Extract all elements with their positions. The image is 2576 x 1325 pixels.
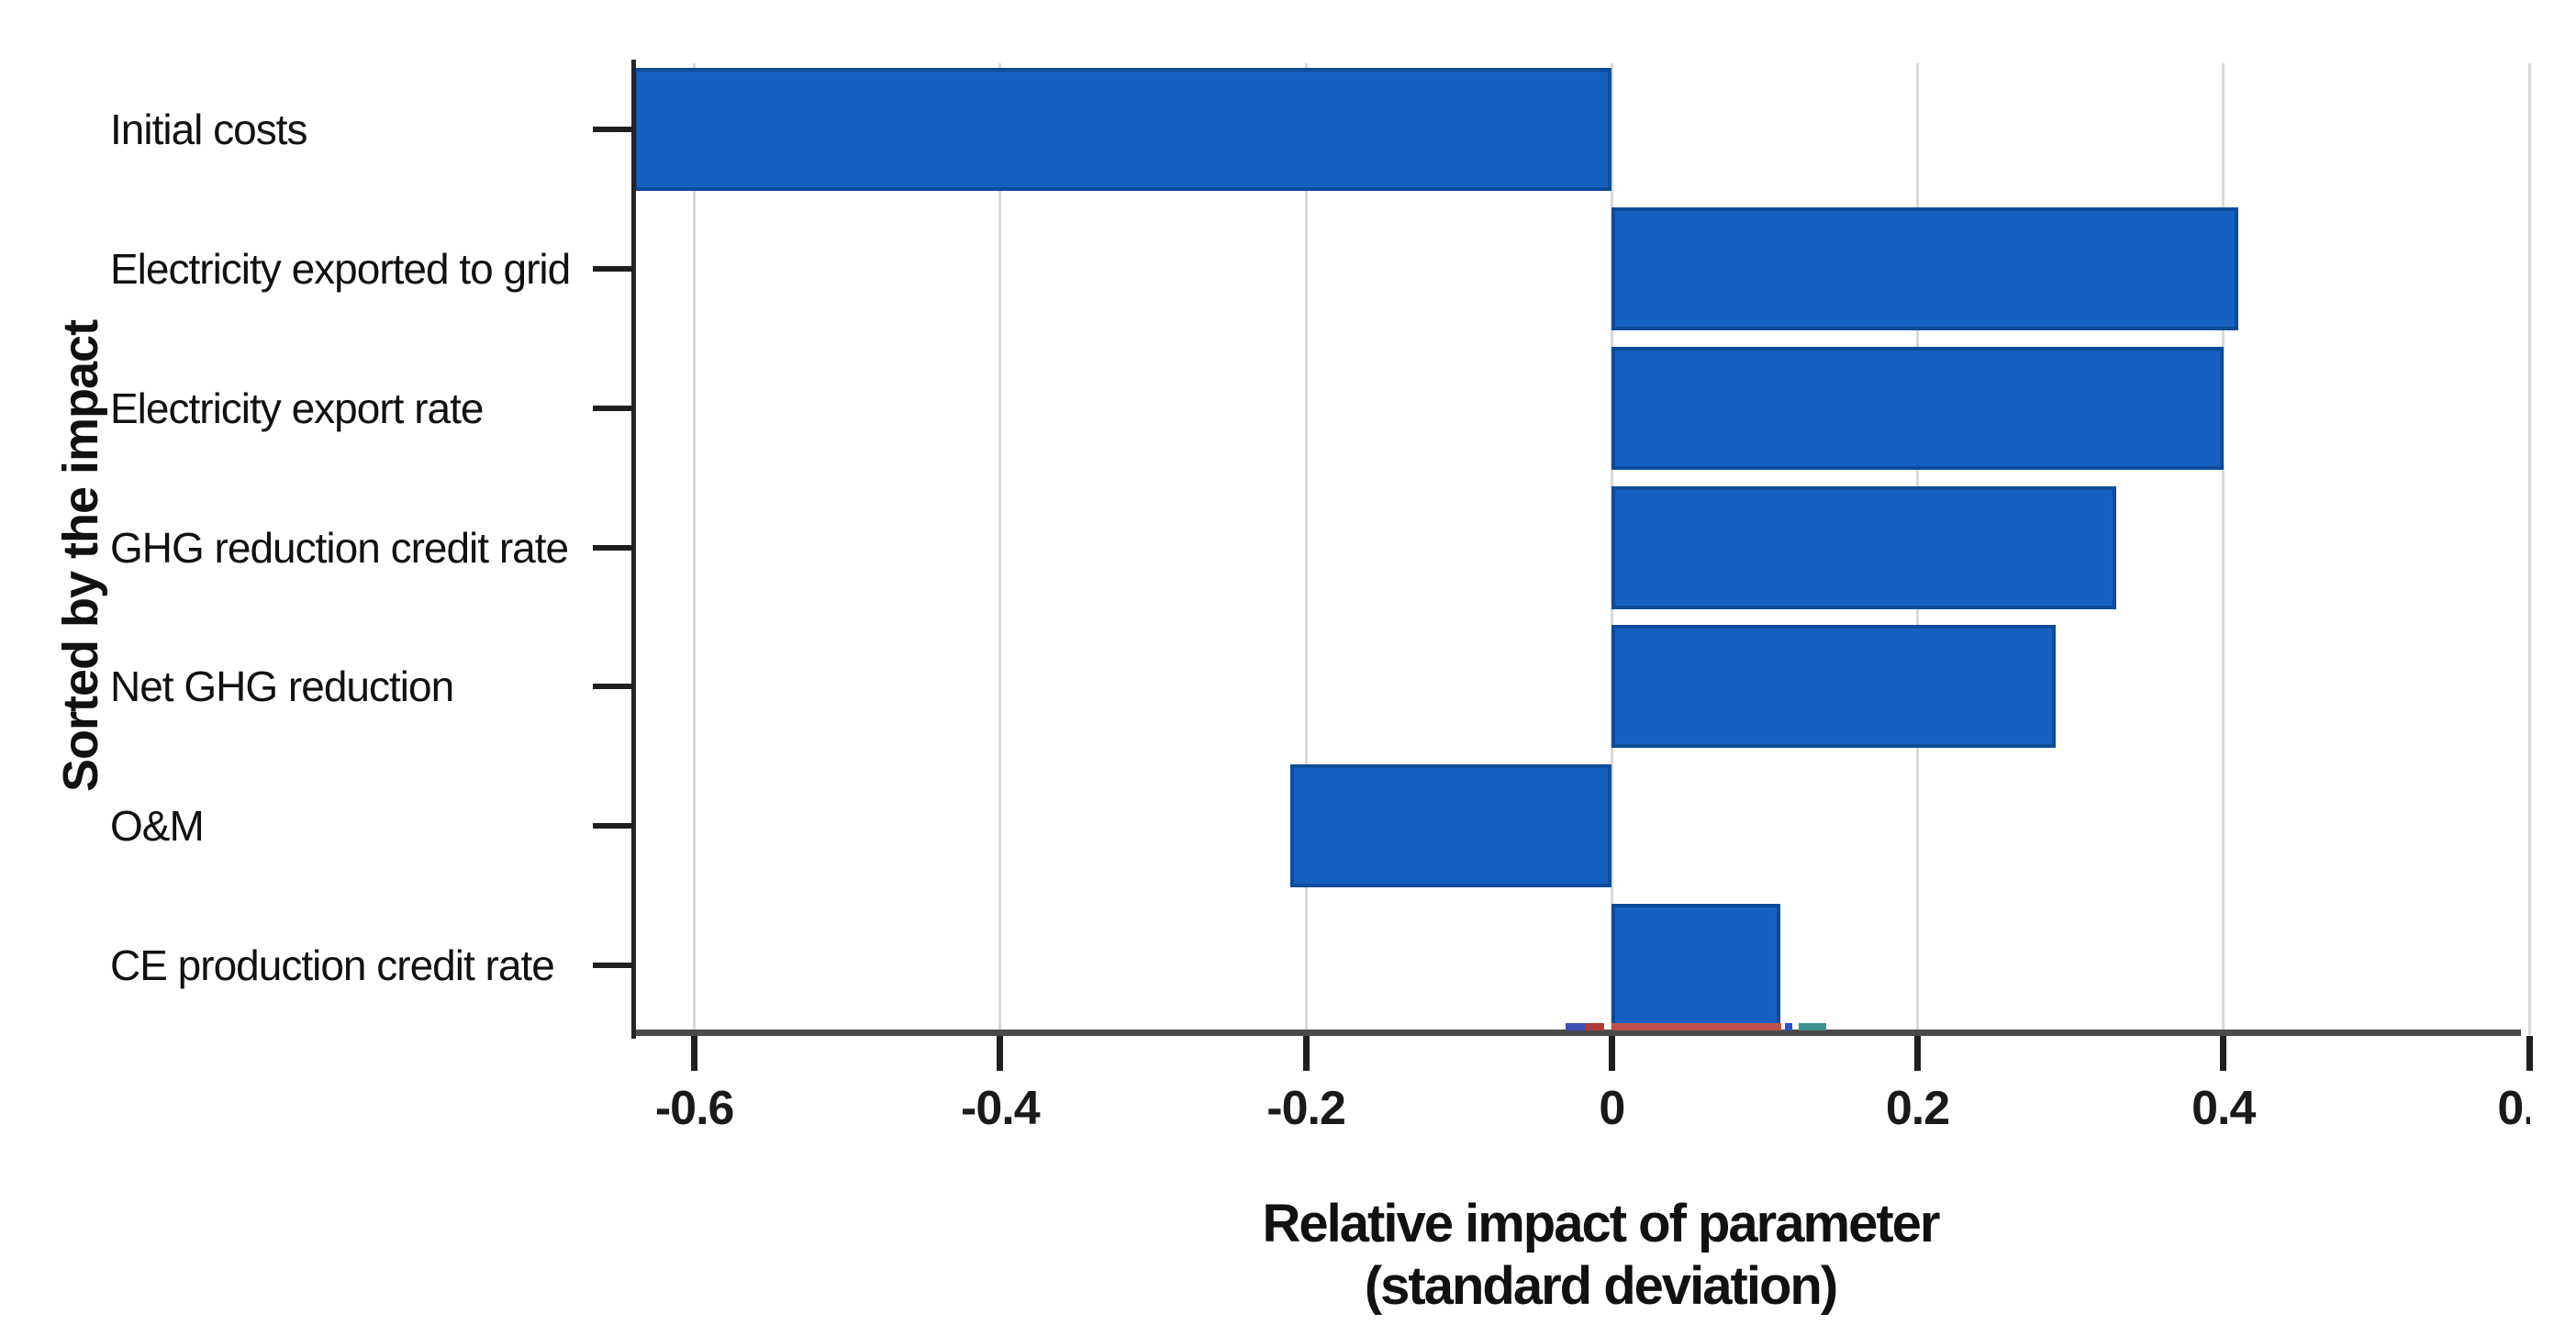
x-axis-line <box>633 1030 2521 1036</box>
gridline <box>998 63 1002 1035</box>
right-edge-clip-mask <box>2530 1075 2576 1163</box>
gridline <box>693 63 697 1035</box>
y-tick <box>593 265 633 272</box>
category-label: GHG reduction credit rate <box>110 523 569 572</box>
y-tick <box>593 126 633 132</box>
y-tick <box>593 544 633 551</box>
x-tick <box>2220 1036 2227 1071</box>
gridline <box>2222 63 2225 1035</box>
y-tick <box>593 963 633 969</box>
y-axis-spine <box>631 60 636 1039</box>
x-axis-title: Relative impact of parameter (standard d… <box>1262 1193 1941 1318</box>
x-tick <box>691 1036 698 1071</box>
category-label: Net GHG reduction <box>110 662 454 711</box>
x-tick <box>997 1036 1004 1071</box>
gridline <box>1304 63 1308 1035</box>
category-label: Electricity exported to grid <box>110 244 571 293</box>
axis-micro-mark <box>1586 1023 1604 1030</box>
bar-initial-costs <box>633 67 1612 191</box>
x-tick-label: 0.2 <box>1885 1082 1950 1135</box>
x-tick-label: 0.4 <box>2191 1082 2256 1135</box>
bar-ce-production-credit-rate <box>1611 904 1780 1028</box>
x-tick-label: 0 <box>1599 1082 1625 1135</box>
bar-ghg-reduction-credit-rate <box>1611 485 2117 609</box>
x-tick <box>1608 1036 1615 1071</box>
category-label: O&M <box>110 802 205 851</box>
bar-electricity-export-rate <box>1611 346 2224 470</box>
y-tick <box>593 405 633 411</box>
x-tick-label: -0.2 <box>1266 1082 1346 1135</box>
bar-net-ghg-reduction <box>1611 625 2056 749</box>
axis-micro-mark <box>1798 1023 1826 1030</box>
axis-micro-mark <box>1611 1023 1782 1030</box>
x-axis-title-line2: (standard deviation) <box>1364 1255 1838 1316</box>
y-tick <box>593 823 633 830</box>
plot-area <box>631 60 2576 1039</box>
x-tick-label: -0.6 <box>654 1082 735 1135</box>
x-tick <box>1302 1036 1310 1071</box>
bar-o-m <box>1290 764 1612 888</box>
x-axis-title-line1: Relative impact of parameter <box>1262 1194 1941 1253</box>
y-tick <box>593 684 633 690</box>
category-label: Initial costs <box>110 105 308 153</box>
axis-micro-mark <box>1566 1023 1586 1030</box>
gridline <box>2527 63 2531 1035</box>
x-tick-label: -0.4 <box>961 1082 1041 1135</box>
y-axis-title: Sorted by the impact <box>53 319 108 793</box>
bar-electricity-exported-to-grid <box>1611 206 2239 330</box>
x-tick <box>1914 1036 1922 1071</box>
category-label: Electricity export rate <box>110 384 484 432</box>
x-tick <box>2526 1036 2533 1071</box>
axis-micro-mark <box>1784 1023 1792 1030</box>
category-label: CE production credit rate <box>110 941 555 990</box>
